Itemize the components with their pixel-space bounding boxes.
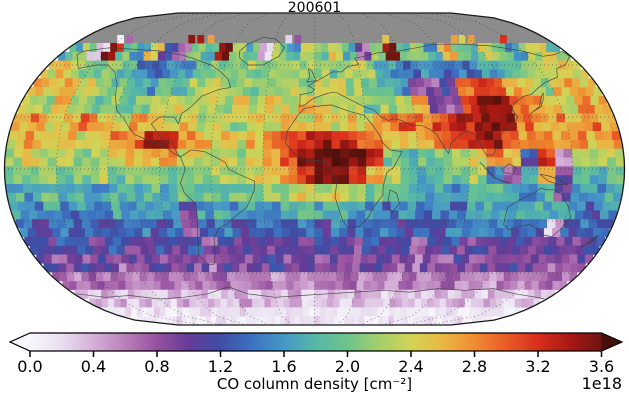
colorbar-tick-label: 0.4: [80, 357, 107, 376]
colorbar-tick-label: 0.8: [144, 357, 170, 376]
colorbar-tick-label: 3.6: [588, 357, 615, 376]
heatmap-cells: [4, 43, 625, 325]
colorbar-axis-label: CO column density [cm⁻²]: [216, 375, 413, 393]
map-outline: [3, 12, 626, 326]
colorbar-tick-label: 3.2: [525, 357, 551, 376]
plot-title: 200601: [287, 0, 342, 16]
colorbar: [8, 332, 624, 357]
coastlines: [76, 36, 599, 300]
colorbar-tick-label: 1.6: [271, 357, 297, 376]
polar-edge-cells: [117, 35, 507, 44]
colorbar-tick-label: 2.4: [398, 357, 424, 376]
colorbar-tick-label: 0.0: [17, 357, 43, 376]
colorbar-tick-label: 2.8: [461, 357, 488, 376]
colorbar-offset-text: 1e18: [581, 374, 622, 393]
colorbar-tick-label: 2.0: [334, 357, 361, 376]
colorbar-tick-label: 1.2: [207, 357, 234, 376]
